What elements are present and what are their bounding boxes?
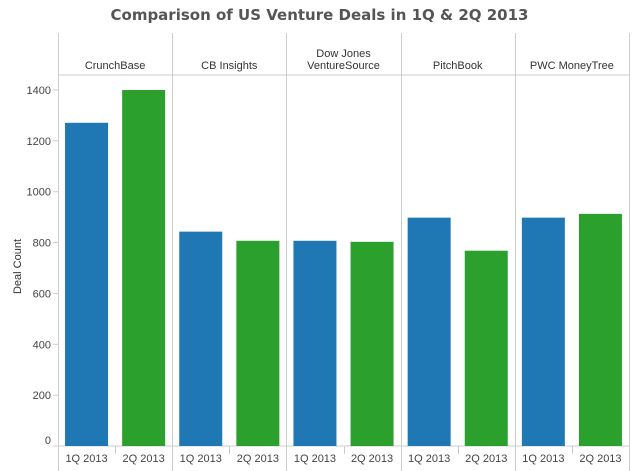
- y-tick-label: 0: [45, 435, 51, 447]
- bar-1q: [293, 240, 337, 446]
- y-tick-label: 1000: [27, 187, 51, 199]
- x-tick-label: 2Q 2013: [237, 453, 279, 465]
- bar-2q: [122, 90, 166, 446]
- x-tick-label: 2Q 2013: [579, 453, 621, 465]
- y-tick-label: 1200: [27, 136, 51, 148]
- bar-1q: [407, 217, 451, 446]
- group-header-label: CrunchBase: [85, 60, 146, 72]
- x-tick-label: 1Q 2013: [65, 453, 107, 465]
- x-tick-label: 2Q 2013: [351, 453, 393, 465]
- y-tick-label: 1400: [27, 85, 51, 97]
- bar-2q: [578, 213, 622, 446]
- group-header-label: VentureSource: [307, 60, 380, 72]
- x-tick-label: 1Q 2013: [180, 453, 222, 465]
- y-tick-label: 400: [33, 339, 51, 351]
- x-tick-label: 1Q 2013: [522, 453, 564, 465]
- bar-2q: [236, 240, 280, 446]
- chart-title: Comparison of US Venture Deals in 1Q & 2…: [110, 6, 529, 24]
- group-header-label: PitchBook: [433, 60, 483, 72]
- y-axis-label: Deal Count: [12, 239, 24, 294]
- x-tick-label: 2Q 2013: [465, 453, 507, 465]
- x-tick-label: 1Q 2013: [294, 453, 336, 465]
- group-header-label: PWC MoneyTree: [530, 60, 614, 72]
- group-header-label: Dow Jones: [316, 48, 371, 60]
- bar-1q: [65, 122, 109, 446]
- x-tick-label: 2Q 2013: [123, 453, 165, 465]
- bar-1q: [179, 231, 223, 446]
- y-tick-label: 800: [33, 238, 51, 250]
- y-tick-label: 200: [33, 390, 51, 402]
- bar-2q: [464, 250, 508, 446]
- bar-1q: [521, 217, 565, 446]
- bar-2q: [350, 241, 394, 446]
- x-tick-label: 1Q 2013: [408, 453, 450, 465]
- group-header-label: CB Insights: [201, 60, 258, 72]
- y-tick-label: 600: [33, 288, 51, 300]
